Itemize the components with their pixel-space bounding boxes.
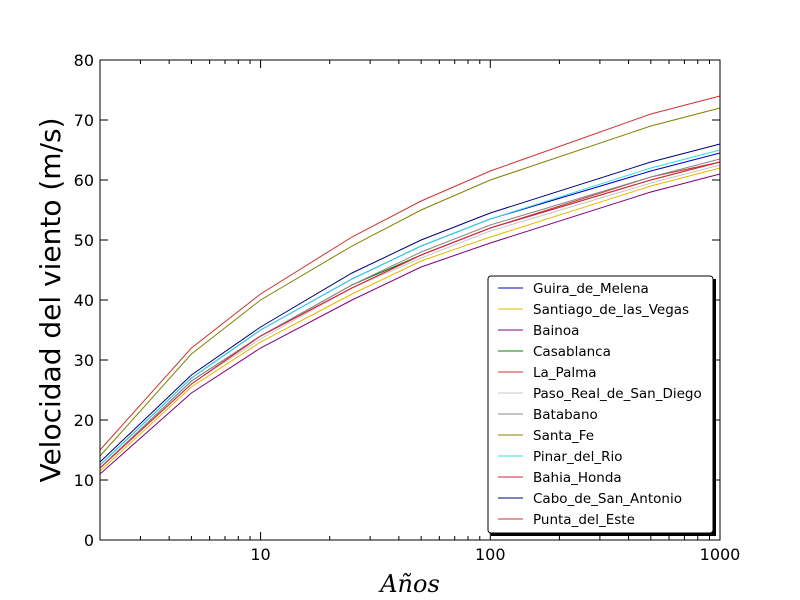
series-line-batabano — [99, 158, 721, 469]
y-axis-label: Velocidad del viento (m/s) — [34, 117, 67, 482]
legend-entry-label: Guira_de_Melena — [533, 281, 649, 297]
legend: Guira_de_Melena Santiago_de_las_Vegas Bain… — [487, 275, 716, 536]
y-tick-label: 20 — [74, 411, 94, 430]
legend-entry-label: Casablanca — [533, 344, 611, 360]
x-tick-label: 100 — [475, 545, 506, 564]
series-line-punta-del-este — [99, 95, 721, 451]
series-line-bainoa — [99, 173, 721, 475]
legend-entry-label: Batabano — [533, 407, 598, 423]
x-axis-label: Años — [378, 570, 440, 598]
y-tick-label: 0 — [84, 531, 94, 550]
x-tick-label: 10 — [250, 545, 270, 564]
legend-entry-label: Punta_del_Este — [533, 512, 635, 528]
y-tick-label: 60 — [74, 171, 94, 190]
series-line-pinar-del-rio — [99, 149, 721, 466]
y-tick-label: 10 — [74, 471, 94, 490]
series-layer — [99, 95, 721, 475]
x-tick-label: 1000 — [700, 545, 741, 564]
legend-entry-label: Santiago_de_las_Vegas — [533, 302, 689, 318]
legend-entry-label: La_Palma — [533, 365, 597, 381]
series-line-bahia-honda — [99, 161, 721, 469]
legend-entry-label: Paso_Real_de_San_Diego — [533, 386, 702, 402]
legend-entry-label: Santa_Fe — [533, 428, 594, 444]
legend-entry-label: Bainoa — [533, 323, 579, 339]
series-line-santa-fe — [99, 107, 721, 457]
legend-entry-label: Pinar_del_Rio — [533, 449, 623, 465]
x-axis: 10 100 1000 — [99, 60, 741, 564]
legend-box — [487, 275, 714, 534]
y-tick-label: 70 — [74, 111, 94, 130]
y-tick-label: 80 — [74, 51, 94, 70]
y-axis: 0 10 20 30 40 50 60 70 80 — [74, 51, 720, 550]
series-line-santiago-de-las-vegas — [99, 167, 721, 472]
y-tick-label: 30 — [74, 351, 94, 370]
legend-entry-label: Cabo_de_San_Antonio — [533, 491, 682, 507]
y-tick-label: 50 — [74, 231, 94, 250]
legend-entry-label: Bahia_Honda — [533, 470, 622, 486]
y-tick-label: 40 — [74, 291, 94, 310]
series-line-cabo-de-san-antonio — [99, 143, 721, 463]
